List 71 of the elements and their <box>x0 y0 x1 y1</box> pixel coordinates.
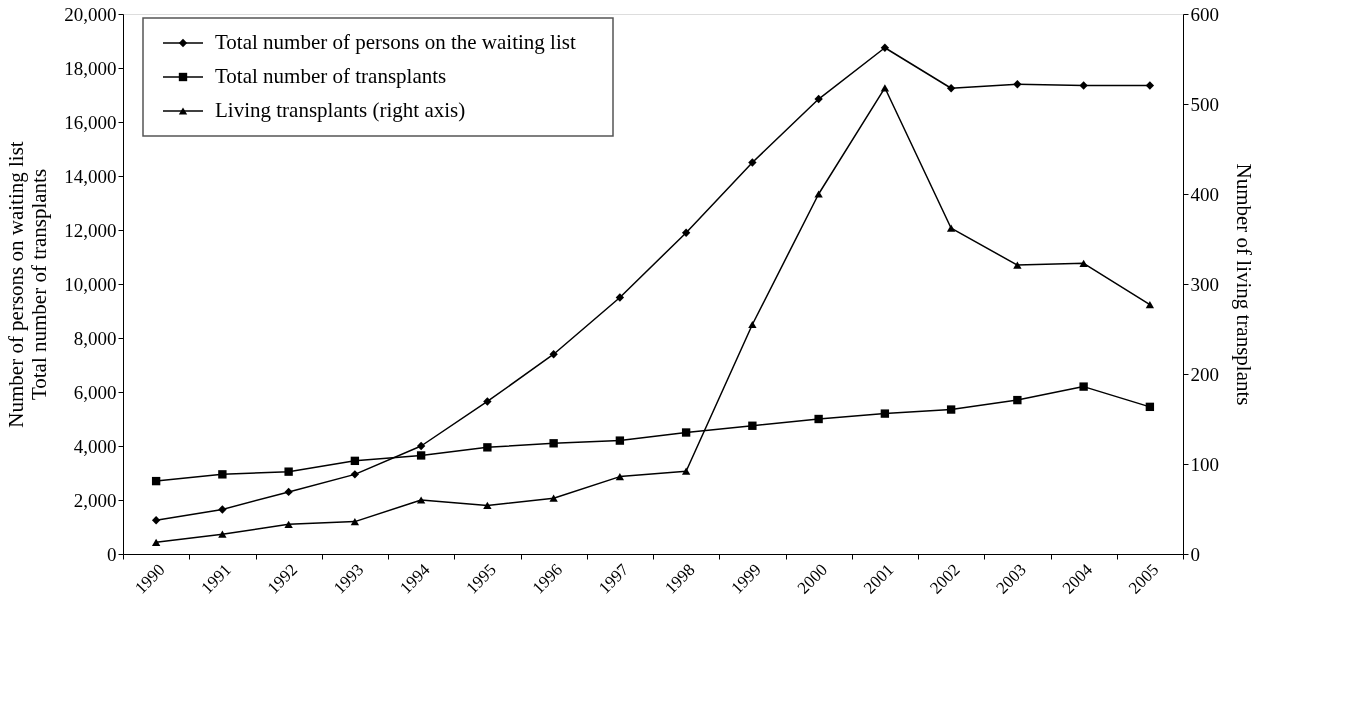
y-tick-label: 14,000 <box>64 165 117 187</box>
point <box>350 517 360 526</box>
y2-tick-label: 0 <box>1190 543 1200 565</box>
point <box>350 456 360 466</box>
point <box>483 443 492 452</box>
y-tick-label: 16,000 <box>64 111 117 133</box>
point <box>1145 301 1155 309</box>
point <box>946 84 956 93</box>
point <box>151 516 161 525</box>
point <box>814 414 823 424</box>
point <box>748 320 757 329</box>
point <box>1145 81 1155 90</box>
point <box>615 436 625 445</box>
y2-tick-label: 400 <box>1190 183 1219 205</box>
y2-tick-label: 600 <box>1190 3 1219 25</box>
point <box>681 467 691 475</box>
point <box>284 520 293 528</box>
point <box>946 224 956 232</box>
point <box>218 470 227 479</box>
y-tick-label: 2,000 <box>73 489 117 511</box>
point <box>549 350 558 359</box>
y2-tick-label: 100 <box>1190 453 1219 475</box>
point <box>549 494 558 502</box>
point <box>748 158 757 167</box>
point <box>284 487 293 497</box>
point <box>416 451 426 460</box>
point <box>814 94 823 104</box>
point <box>1013 395 1022 405</box>
point <box>681 428 691 437</box>
point <box>416 441 426 451</box>
y-tick-label: 10,000 <box>64 273 117 295</box>
point <box>681 228 691 237</box>
point <box>1013 80 1022 89</box>
y-tick-label: 20,000 <box>64 3 117 25</box>
point <box>880 409 890 418</box>
y-tick-label: 8,000 <box>73 327 117 349</box>
legend-label: Total number of transplants <box>215 64 447 88</box>
point <box>483 501 492 510</box>
point <box>880 84 890 92</box>
legend-label: Living transplants (right axis) <box>215 98 466 122</box>
point <box>615 472 625 481</box>
y2-tick-label: 500 <box>1190 93 1219 115</box>
point <box>880 43 890 52</box>
point <box>218 505 227 514</box>
point <box>814 190 823 198</box>
point <box>284 467 293 476</box>
legend-label: Total number of persons on the waiting list <box>215 30 576 54</box>
y-tick-label: 0 <box>107 543 117 565</box>
y2-tick-label: 200 <box>1190 363 1219 385</box>
point <box>1079 259 1088 267</box>
point <box>1079 382 1088 391</box>
point <box>151 476 161 486</box>
point <box>151 538 161 546</box>
y2-axis-title: Number of living transplants <box>1232 163 1256 406</box>
y2-tick-label: 300 <box>1190 273 1219 295</box>
y-tick-label: 6,000 <box>73 381 117 403</box>
point <box>350 470 360 479</box>
point <box>748 421 757 430</box>
point <box>946 405 956 414</box>
point <box>615 293 625 302</box>
y-axis-title: Number of persons on waiting list Total number of transplants <box>4 141 52 428</box>
point <box>1013 261 1022 269</box>
point <box>483 397 492 406</box>
point <box>218 530 227 538</box>
y-tick-label: 4,000 <box>73 435 117 457</box>
y-tick-label: 12,000 <box>64 219 117 241</box>
point <box>416 496 426 504</box>
point <box>1145 402 1155 412</box>
point <box>549 439 558 448</box>
y-tick-label: 18,000 <box>64 57 117 79</box>
point <box>1079 81 1088 90</box>
